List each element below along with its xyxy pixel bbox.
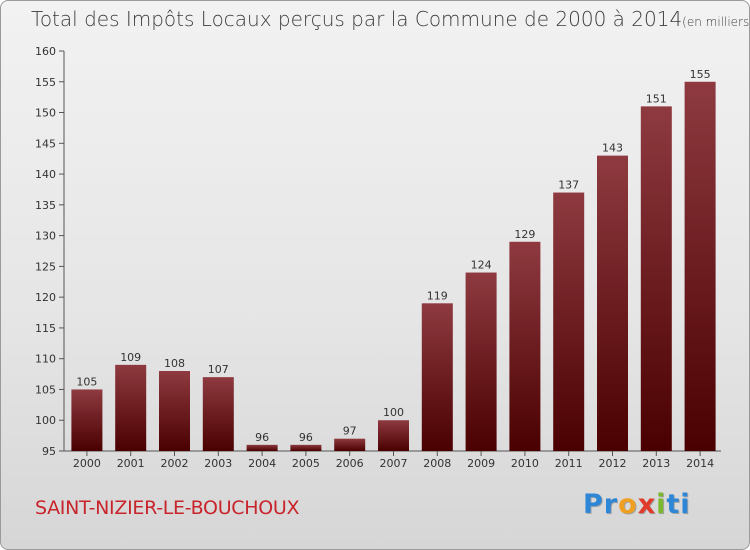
bar bbox=[159, 371, 190, 451]
proxiti-logo: Proxiti bbox=[583, 489, 691, 520]
bar-value-label: 100 bbox=[383, 406, 404, 419]
y-tick-label: 115 bbox=[35, 322, 56, 335]
x-tick-label: 2000 bbox=[73, 457, 101, 470]
x-tick-label: 2007 bbox=[380, 457, 408, 470]
y-tick-label: 150 bbox=[35, 107, 56, 120]
bar bbox=[684, 81, 716, 452]
bar bbox=[334, 438, 366, 451]
x-tick-label: 2001 bbox=[117, 457, 145, 470]
x-tick-label: 2002 bbox=[161, 457, 189, 470]
y-tick-label: 135 bbox=[35, 199, 56, 212]
bar-value-label: 151 bbox=[646, 92, 667, 105]
x-tick-label: 2011 bbox=[555, 457, 583, 470]
bar bbox=[553, 192, 585, 452]
bar-value-label: 96 bbox=[255, 431, 269, 444]
bar bbox=[378, 420, 409, 451]
bar-value-label: 105 bbox=[76, 375, 97, 388]
bar bbox=[202, 377, 234, 451]
bar-value-label: 143 bbox=[602, 142, 623, 155]
y-tick-label: 145 bbox=[35, 137, 56, 150]
chart-title: Total des Impôts Locaux perçus par la Co… bbox=[31, 7, 750, 31]
bar-value-label: 137 bbox=[558, 179, 579, 192]
x-tick-label: 2009 bbox=[467, 457, 495, 470]
y-tick-label: 110 bbox=[35, 353, 56, 366]
x-tick-label: 2005 bbox=[292, 457, 320, 470]
bar bbox=[290, 444, 322, 451]
bar-value-label: 96 bbox=[299, 431, 313, 444]
y-tick-label: 125 bbox=[35, 260, 56, 273]
y-tick-label: 105 bbox=[35, 383, 56, 396]
x-tick-label: 2006 bbox=[336, 457, 364, 470]
bar bbox=[640, 106, 672, 451]
bar-value-label: 109 bbox=[120, 351, 141, 364]
y-tick-label: 130 bbox=[35, 230, 56, 243]
bar bbox=[115, 364, 147, 451]
x-tick-label: 2012 bbox=[599, 457, 627, 470]
bar bbox=[71, 389, 103, 451]
bar bbox=[246, 444, 278, 451]
y-tick-label: 140 bbox=[35, 168, 56, 181]
bar-value-label: 129 bbox=[514, 228, 535, 241]
bar bbox=[597, 155, 628, 451]
bar-value-label: 124 bbox=[471, 259, 492, 272]
x-tick-label: 2014 bbox=[686, 457, 714, 470]
bar-value-label: 108 bbox=[164, 357, 185, 370]
chart-title-unit: (en milliers d'€) bbox=[682, 15, 750, 29]
bar bbox=[465, 272, 497, 451]
bar-value-label: 119 bbox=[427, 289, 448, 302]
x-tick-label: 2003 bbox=[204, 457, 232, 470]
bar bbox=[509, 241, 541, 451]
y-tick-label: 100 bbox=[35, 414, 56, 427]
y-tick-label: 95 bbox=[42, 445, 56, 458]
y-tick-label: 120 bbox=[35, 291, 56, 304]
x-tick-label: 2010 bbox=[511, 457, 539, 470]
commune-name: SAINT-NIZIER-LE-BOUCHOUX bbox=[35, 497, 300, 519]
bar-value-label: 107 bbox=[208, 363, 229, 376]
y-tick-label: 155 bbox=[35, 76, 56, 89]
bar-value-label: 155 bbox=[690, 68, 711, 81]
x-tick-label: 2008 bbox=[423, 457, 451, 470]
x-tick-label: 2013 bbox=[642, 457, 670, 470]
y-tick-label: 160 bbox=[35, 45, 56, 58]
x-tick-label: 2004 bbox=[248, 457, 276, 470]
bar-value-label: 97 bbox=[343, 425, 357, 438]
bar bbox=[421, 303, 453, 451]
chart-title-main: Total des Impôts Locaux perçus par la Co… bbox=[31, 7, 683, 31]
